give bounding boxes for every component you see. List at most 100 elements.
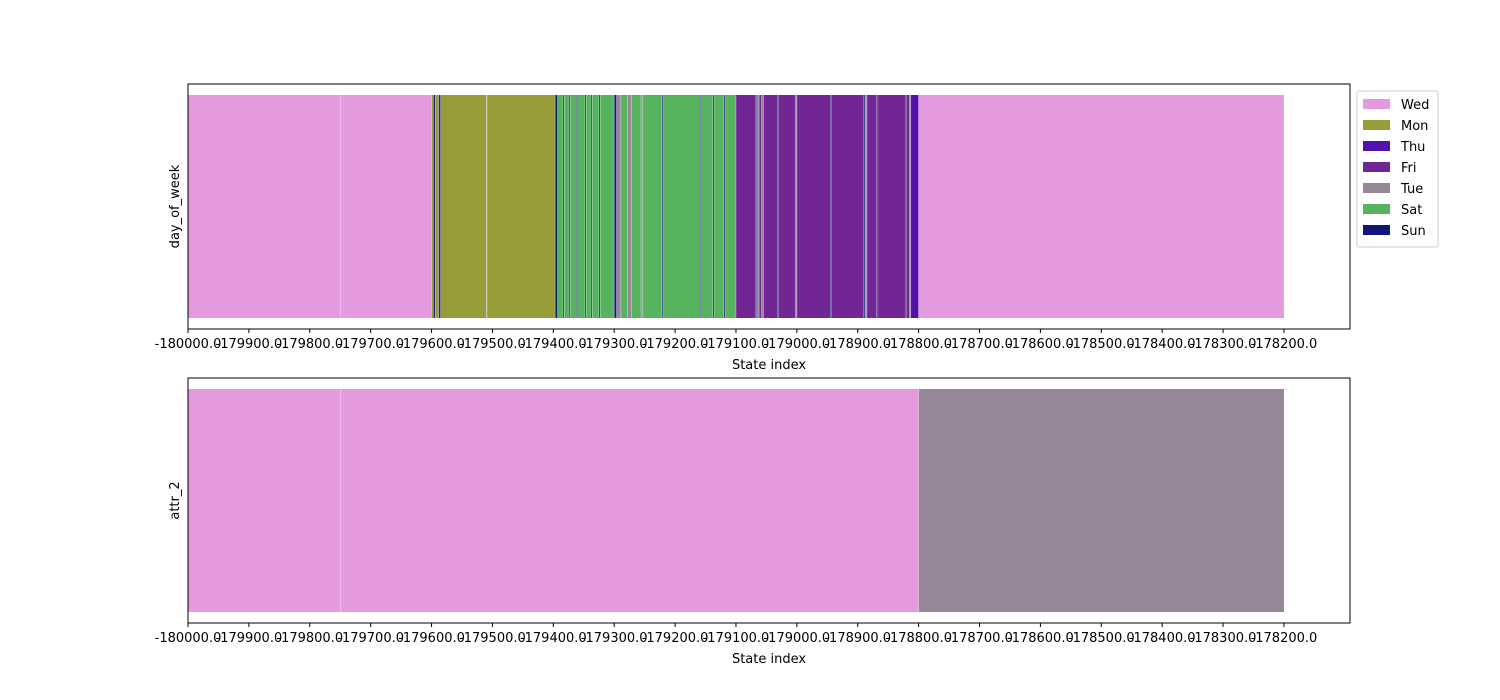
- state-segment-mon: [431, 95, 434, 318]
- state-segment-wed: [918, 95, 1284, 318]
- legend-swatch-thu: [1363, 141, 1390, 151]
- legend-swatch-fri: [1363, 162, 1390, 172]
- x-tick-label: -178600.0: [1007, 631, 1074, 646]
- state-segment-sat: [570, 95, 577, 318]
- state-segment-sat: [557, 95, 564, 318]
- x-tick-label: -178600.0: [1007, 337, 1074, 352]
- state-segment-fri: [866, 95, 877, 318]
- legend-swatch-mon: [1363, 120, 1390, 130]
- state-segment-tue: [909, 95, 911, 318]
- state-segment-tue: [795, 95, 797, 318]
- state-segment-sun: [433, 95, 436, 318]
- state-segment-sun: [699, 95, 701, 318]
- x-tick-label: -179900.0: [216, 631, 283, 646]
- legend-label-tue: Tue: [1400, 182, 1423, 197]
- state-segment-sun: [576, 95, 578, 318]
- x-tick-label: -178700.0: [946, 337, 1013, 352]
- state-segment-sat: [620, 95, 628, 318]
- state-segment-sun: [569, 95, 571, 318]
- x-tick-label: -179500.0: [459, 631, 526, 646]
- state-segment-fri: [735, 95, 756, 318]
- x-tick-label: -179500.0: [459, 337, 526, 352]
- state-segment-sat: [586, 95, 592, 318]
- x-tick-label: -178900.0: [824, 337, 891, 352]
- x-tick-label: -179000.0: [763, 631, 830, 646]
- state-segment-sun: [591, 95, 593, 318]
- x-tick-label: -179400.0: [520, 631, 587, 646]
- state-segment-wed: [188, 389, 341, 612]
- x-tick-label: -179900.0: [216, 337, 283, 352]
- x-tick-label: -179700.0: [337, 337, 404, 352]
- state-segment-tue: [616, 95, 621, 318]
- x-tick-label: -178200.0: [1251, 631, 1318, 646]
- state-segment-sun: [712, 95, 715, 318]
- state-segment-sun: [584, 95, 587, 318]
- state-segment-sun: [563, 95, 565, 318]
- x-tick-label: -178400.0: [1129, 337, 1196, 352]
- state-segment-fri: [831, 95, 864, 318]
- state-segment-fri: [906, 95, 910, 318]
- day-of-week-panel: -180000.0-179900.0-179800.0-179700.0-179…: [155, 83, 1351, 373]
- x-tick-label: -179300.0: [581, 631, 648, 646]
- x-tick-label: -178200.0: [1251, 337, 1318, 352]
- x-tick-label: -179700.0: [337, 631, 404, 646]
- y-axis-label: day_of_week: [168, 164, 183, 248]
- state-segment-sun: [661, 95, 663, 318]
- state-segment-sun: [755, 95, 757, 318]
- state-segment-sun: [905, 95, 907, 318]
- x-tick-label: -178900.0: [824, 631, 891, 646]
- state-segment-sat: [700, 95, 713, 318]
- y-axis-label: attr_2: [168, 481, 183, 519]
- x-tick-label: -178700.0: [946, 631, 1013, 646]
- state-segment-fri: [759, 95, 762, 318]
- state-segment-sat: [564, 95, 570, 318]
- state-segment-sat: [725, 95, 736, 318]
- x-tick-label: -178500.0: [1068, 631, 1135, 646]
- state-segment-mon: [435, 95, 439, 318]
- state-segment-tue: [865, 95, 867, 318]
- axes-frame: [187, 377, 1351, 624]
- state-segment-tue: [918, 389, 1284, 612]
- x-tick-label: -179200.0: [642, 337, 709, 352]
- state-segment-sun: [614, 95, 617, 318]
- state-segment-fri: [877, 95, 906, 318]
- state-segment-sat: [600, 95, 615, 318]
- state-segment-sat: [642, 95, 662, 318]
- state-segment-sun: [555, 95, 558, 318]
- state-segment-sun: [830, 95, 832, 318]
- state-segment-sun: [723, 95, 726, 318]
- legend-label-sun: Sun: [1401, 224, 1426, 239]
- x-tick-label: -178300.0: [1190, 631, 1257, 646]
- state-segment-tue: [486, 95, 487, 318]
- attr-2-panel: -180000.0-179900.0-179800.0-179700.0-179…: [155, 377, 1351, 667]
- state-segment-tue: [640, 95, 643, 318]
- x-tick-label: -179100.0: [703, 631, 770, 646]
- x-tick-label: -179600.0: [398, 337, 465, 352]
- x-tick-label: -180000.0: [155, 631, 222, 646]
- state-segment-sat: [577, 95, 585, 318]
- state-segment-tue: [761, 95, 764, 318]
- legend-swatch-tue: [1363, 183, 1390, 193]
- x-tick-label: -180000.0: [155, 337, 222, 352]
- x-tick-label: -179100.0: [703, 337, 770, 352]
- state-segment-sun: [777, 95, 779, 318]
- x-axis-label: State index: [732, 358, 806, 373]
- x-tick-label: -178800.0: [885, 337, 952, 352]
- state-segment-wed: [340, 389, 919, 612]
- x-tick-label: -178500.0: [1068, 337, 1135, 352]
- state-segment-sun: [863, 95, 866, 318]
- x-tick-label: -179800.0: [276, 337, 343, 352]
- x-axis-label: State index: [732, 652, 806, 667]
- legend-swatch-sat: [1363, 204, 1390, 214]
- x-tick-label: -178800.0: [885, 631, 952, 646]
- state-segment-mon: [486, 95, 556, 318]
- state-segment-sat: [592, 95, 599, 318]
- state-segment-sat: [714, 95, 724, 318]
- state-segment-sun: [876, 95, 878, 318]
- state-segment-wed: [340, 95, 432, 318]
- state-segment-fri: [763, 95, 778, 318]
- state-segment-sun: [438, 95, 441, 318]
- state-segment-thu: [910, 95, 919, 318]
- legend-label-wed: Wed: [1401, 98, 1429, 113]
- legend-swatch-sun: [1363, 225, 1390, 235]
